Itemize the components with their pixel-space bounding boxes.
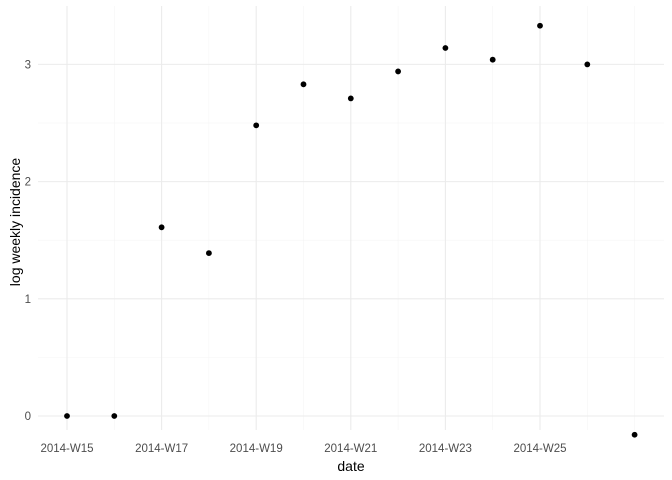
- x-tick-label: 2014-W15: [40, 443, 93, 455]
- data-point: [300, 81, 307, 88]
- y-tick-label: 2: [25, 177, 31, 189]
- y-axis-tick-labels: 0 1 2 3: [25, 59, 31, 423]
- y-axis-title: log weekly incidence: [7, 158, 23, 287]
- x-axis-title: date: [337, 458, 364, 474]
- data-point: [64, 413, 70, 419]
- data-point: [206, 250, 212, 256]
- data-point: [537, 22, 543, 29]
- x-tick-label: 2014-W25: [513, 443, 566, 455]
- data-point: [584, 61, 591, 68]
- data-point: [158, 224, 165, 231]
- y-tick-label: 0: [25, 411, 31, 423]
- minor-gridlines-x: [114, 6, 635, 430]
- x-tick-label: 2014-W21: [324, 443, 377, 455]
- y-tick-label: 1: [25, 294, 31, 306]
- x-axis-tick-labels: 2014-W15 2014-W17 2014-W19 2014-W21 2014-W23…: [40, 443, 566, 455]
- data-point: [395, 68, 401, 75]
- data-point: [631, 431, 638, 438]
- x-tick-label: 2014-W17: [135, 443, 188, 455]
- data-point: [253, 122, 260, 129]
- data-point: [111, 413, 118, 419]
- x-tick-label: 2014-W19: [230, 443, 283, 455]
- data-point: [347, 95, 354, 102]
- y-tick-label: 3: [25, 59, 31, 71]
- major-gridlines-x: [66, 6, 541, 430]
- data-points: [64, 22, 638, 438]
- data-point: [442, 45, 449, 51]
- x-tick-label: 2014-W23: [419, 443, 472, 455]
- data-point: [489, 56, 496, 63]
